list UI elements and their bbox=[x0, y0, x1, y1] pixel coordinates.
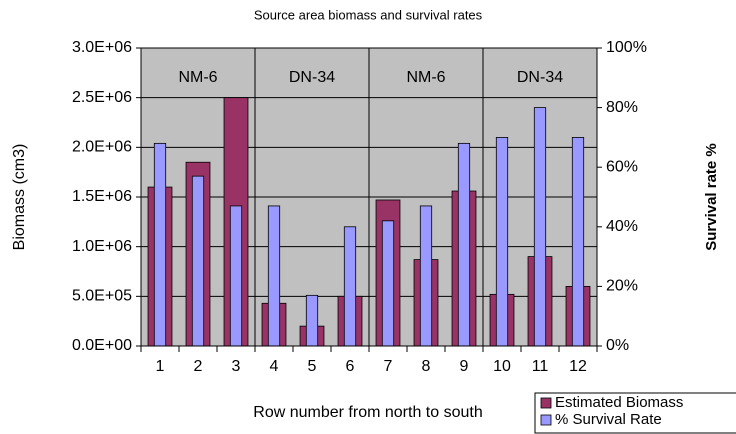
x-tick-label: 5 bbox=[308, 358, 317, 375]
bar bbox=[419, 205, 433, 347]
group-label: NM-6 bbox=[406, 69, 445, 86]
legend-swatch bbox=[540, 397, 552, 409]
bar bbox=[381, 220, 395, 347]
legend-box bbox=[534, 392, 736, 434]
x-tick-label: 1 bbox=[156, 358, 165, 375]
y-tick-label: 2.5E+06 bbox=[72, 89, 132, 106]
y-tick-label: 0.0E+00 bbox=[72, 337, 132, 354]
chart-title: Source area biomass and survival rates bbox=[254, 7, 483, 22]
x-axis-title: Row number from north to south bbox=[253, 404, 482, 421]
group-label: DN-34 bbox=[517, 69, 563, 86]
bar bbox=[191, 175, 205, 347]
x-tick-label: 7 bbox=[384, 358, 393, 375]
x-tick-label: 11 bbox=[532, 358, 549, 375]
y-axis-title: Biomass (cm3) bbox=[11, 144, 28, 251]
y-tick-label: 2.0E+06 bbox=[72, 139, 132, 156]
group-label: DN-34 bbox=[289, 69, 335, 86]
legend-label: Estimated Biomass bbox=[555, 394, 683, 411]
legend-swatch bbox=[540, 414, 552, 426]
y2-tick-label: 40% bbox=[606, 218, 638, 235]
x-tick-label: 4 bbox=[270, 358, 279, 375]
y-tick-label: 3.0E+06 bbox=[72, 39, 132, 56]
y-tick-label: 1.0E+06 bbox=[72, 238, 132, 255]
bar bbox=[305, 294, 319, 347]
bar bbox=[571, 136, 585, 347]
bar bbox=[533, 107, 547, 347]
bar bbox=[267, 205, 281, 347]
bar bbox=[457, 142, 471, 347]
y-tick-label: 1.5E+06 bbox=[72, 188, 132, 205]
y2-axis-title: Survival rate % bbox=[703, 143, 720, 251]
bar bbox=[343, 226, 357, 347]
x-tick-label: 9 bbox=[460, 358, 469, 375]
legend-label: % Survival Rate bbox=[555, 411, 662, 428]
bar bbox=[153, 142, 167, 347]
group-label: NM-6 bbox=[178, 69, 217, 86]
y2-tick-label: 0% bbox=[606, 337, 629, 354]
x-tick-label: 2 bbox=[194, 358, 203, 375]
x-tick-label: 12 bbox=[569, 358, 587, 375]
bar bbox=[495, 136, 509, 347]
y-tick-label: 5.0E+05 bbox=[72, 288, 132, 305]
x-tick-label: 3 bbox=[232, 358, 241, 375]
x-tick-label: 10 bbox=[493, 358, 511, 375]
x-tick-label: 8 bbox=[422, 358, 431, 375]
y2-tick-label: 60% bbox=[606, 158, 638, 175]
bar bbox=[229, 205, 243, 347]
y2-tick-label: 20% bbox=[606, 278, 638, 295]
y2-tick-label: 80% bbox=[606, 99, 638, 116]
y2-tick-label: 100% bbox=[606, 39, 647, 56]
x-tick-label: 6 bbox=[346, 358, 355, 375]
